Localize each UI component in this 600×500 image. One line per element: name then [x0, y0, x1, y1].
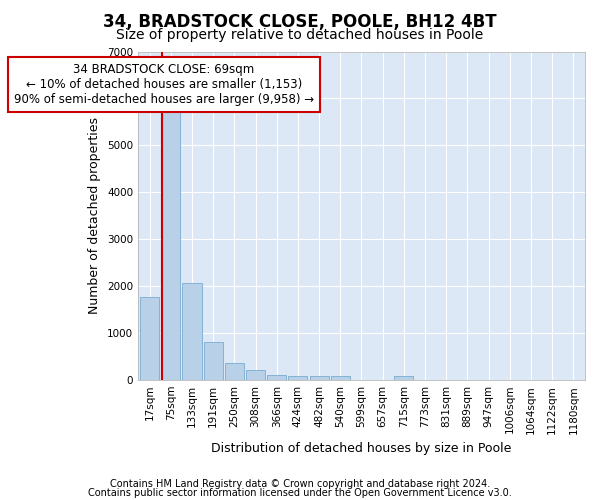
- Bar: [225, 364, 244, 380]
- Bar: [310, 376, 329, 380]
- Text: Contains public sector information licensed under the Open Government Licence v3: Contains public sector information licen…: [88, 488, 512, 498]
- Bar: [203, 342, 223, 380]
- Bar: [246, 370, 265, 380]
- Text: 34 BRADSTOCK CLOSE: 69sqm
← 10% of detached houses are smaller (1,153)
90% of se: 34 BRADSTOCK CLOSE: 69sqm ← 10% of detac…: [14, 63, 314, 106]
- Text: Contains HM Land Registry data © Crown copyright and database right 2024.: Contains HM Land Registry data © Crown c…: [110, 479, 490, 489]
- Bar: [331, 376, 350, 380]
- Bar: [161, 109, 181, 380]
- Bar: [289, 376, 307, 380]
- Bar: [394, 376, 413, 380]
- Bar: [267, 374, 286, 380]
- Bar: [140, 296, 159, 380]
- Text: 34, BRADSTOCK CLOSE, POOLE, BH12 4BT: 34, BRADSTOCK CLOSE, POOLE, BH12 4BT: [103, 12, 497, 30]
- Bar: [182, 284, 202, 380]
- Text: Size of property relative to detached houses in Poole: Size of property relative to detached ho…: [116, 28, 484, 42]
- X-axis label: Distribution of detached houses by size in Poole: Distribution of detached houses by size …: [211, 442, 512, 455]
- Y-axis label: Number of detached properties: Number of detached properties: [88, 118, 101, 314]
